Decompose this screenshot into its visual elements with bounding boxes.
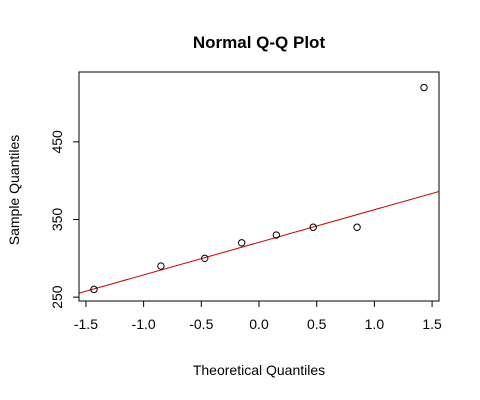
data-point-7 <box>420 83 428 92</box>
data-point-3 <box>237 239 246 247</box>
x-tick-label-0: -1.5 <box>74 316 98 332</box>
plot-frame <box>78 71 440 302</box>
chart-title: Normal Q-Q Plot <box>193 33 326 52</box>
x-axis-label: Theoretical Quantiles <box>193 362 325 378</box>
data-point-0 <box>90 285 98 294</box>
y-axis: 250 350 450 <box>49 130 80 309</box>
reference-line <box>79 190 439 294</box>
reference-line-layer <box>79 190 439 294</box>
x-tick-label-2: -0.5 <box>189 316 213 332</box>
data-point-1 <box>157 262 165 270</box>
x-tick-label-6: 1.5 <box>422 316 442 332</box>
y-tick-label-0: 250 <box>49 285 65 309</box>
x-tick-label-4: 0.5 <box>307 316 327 332</box>
y-tick-label-2: 450 <box>49 130 65 154</box>
data-point-5 <box>309 223 317 231</box>
x-tick-label-3: 0.0 <box>249 316 269 332</box>
data-point-4 <box>272 231 281 239</box>
points-layer <box>90 83 428 294</box>
x-tick-label-5: 1.0 <box>365 316 385 332</box>
y-axis-label: Sample Quantiles <box>6 135 22 246</box>
x-axis: -1.5 -1.0 -0.5 0.0 0.5 1.0 1.5 <box>74 300 442 332</box>
data-point-6 <box>353 223 361 231</box>
y-tick-label-1: 350 <box>49 208 65 232</box>
x-tick-label-1: -1.0 <box>132 316 156 332</box>
data-point-2 <box>201 254 209 263</box>
